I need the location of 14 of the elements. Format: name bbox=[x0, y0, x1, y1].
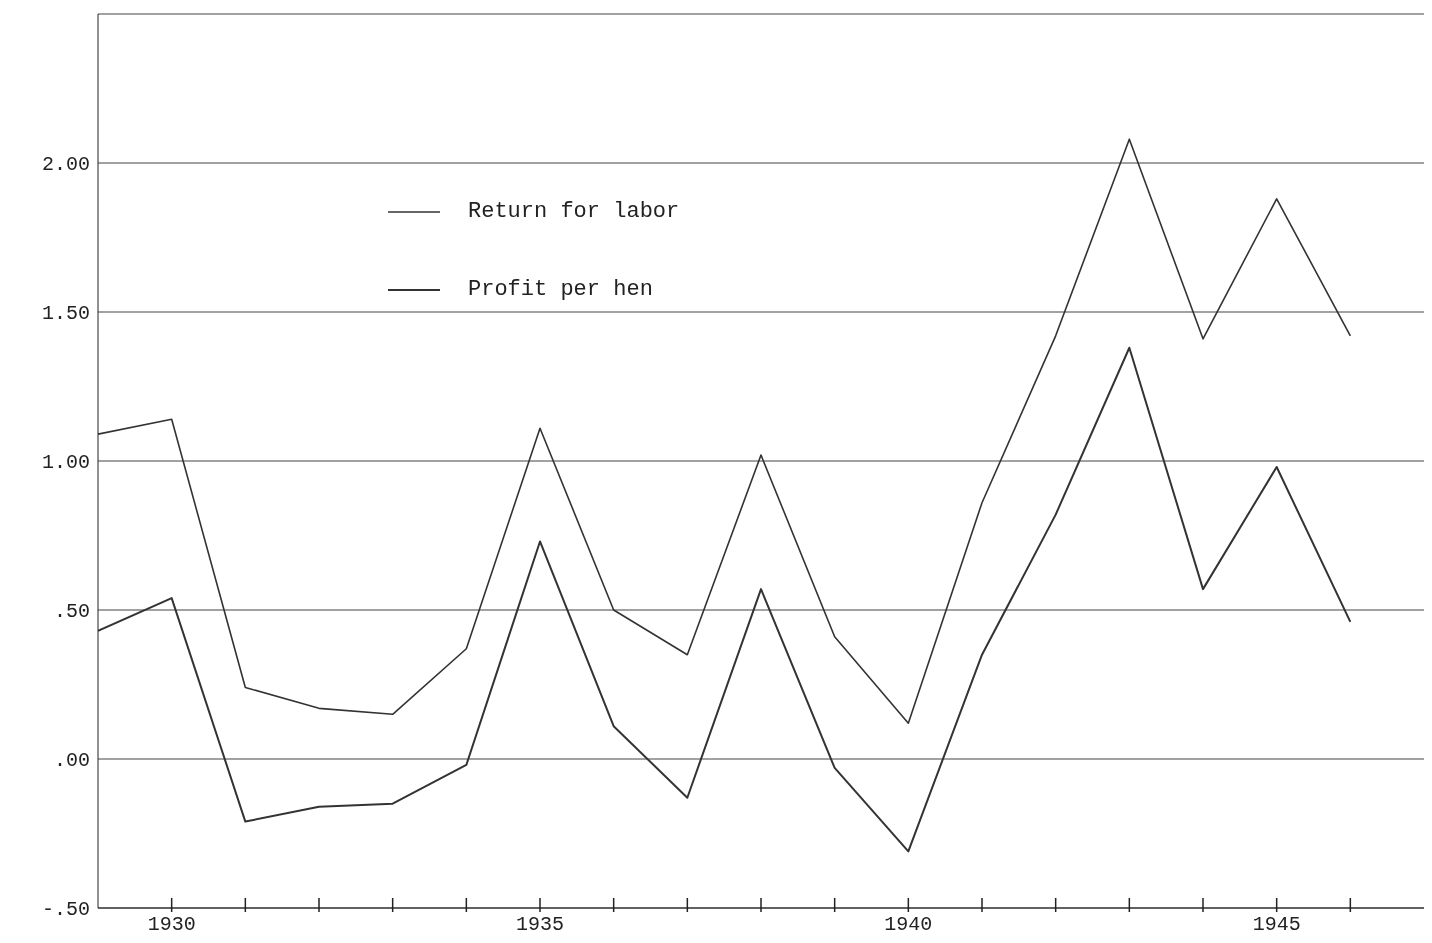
y-tick-label: -.50 bbox=[41, 898, 90, 922]
legend-label: Profit per hen bbox=[468, 276, 653, 304]
legend-label: Return for labor bbox=[468, 198, 680, 226]
y-tick-label: .00 bbox=[53, 749, 90, 773]
y-tick-label: 2.00 bbox=[41, 153, 90, 177]
x-tick-label: 1930 bbox=[147, 913, 196, 936]
y-tick-label: 1.50 bbox=[41, 302, 90, 326]
line-series bbox=[98, 346, 1352, 853]
y-tick-label: 1.00 bbox=[41, 451, 90, 475]
x-tick-label: 1940 bbox=[884, 913, 933, 936]
y-tick-label: .50 bbox=[53, 600, 90, 624]
x-tick-label: 1945 bbox=[1252, 913, 1301, 936]
x-tick-label: 1935 bbox=[515, 913, 565, 936]
line-series bbox=[98, 138, 1352, 725]
